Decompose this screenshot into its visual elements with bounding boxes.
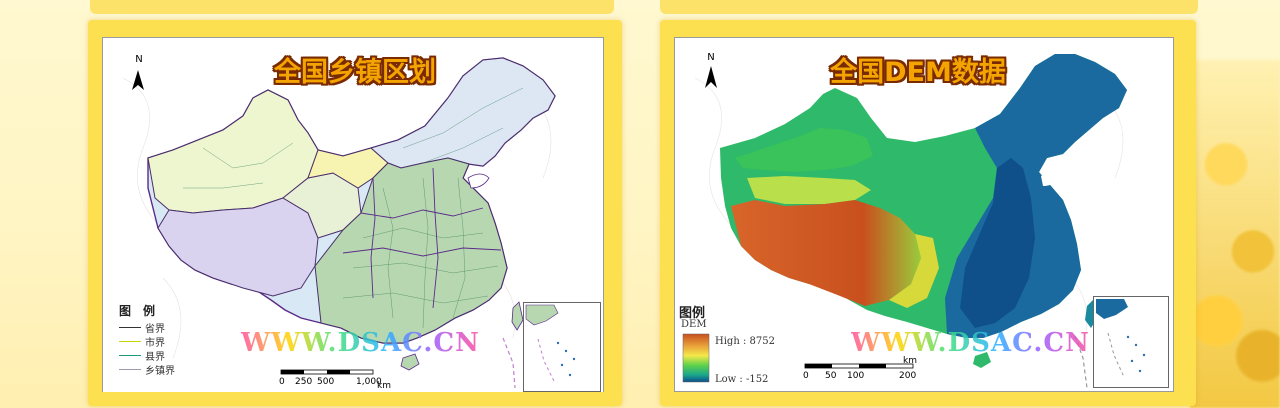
legend-swatch xyxy=(119,355,141,356)
scale-unit: km xyxy=(377,381,391,391)
scale-tick-200: 200 xyxy=(899,371,917,381)
legend-low-label: Low : -152 xyxy=(715,374,769,385)
scale-tick-500: 500 xyxy=(317,377,335,387)
north-label: N xyxy=(135,54,143,65)
south-china-sea-inset xyxy=(1093,296,1169,388)
china-township-map xyxy=(103,38,603,392)
scale-bar-graphic xyxy=(280,369,374,375)
legend-item-county: 县界 xyxy=(119,348,165,363)
legend-swatch xyxy=(119,369,141,370)
map-title-dem: 全国DEM数据 xyxy=(830,57,1006,88)
legend-label: 省界 xyxy=(145,324,165,335)
map-panel-dem: N 图例 DEM High : 8752 Low : -152 0 50 100… xyxy=(660,20,1196,406)
top-strip-right xyxy=(660,0,1198,14)
legend-item-province: 省界 xyxy=(119,320,165,335)
legend-title: 图例 xyxy=(679,306,706,321)
legend-item-township: 乡镇界 xyxy=(119,362,175,377)
legend-swatch xyxy=(119,327,141,328)
south-china-sea-inset xyxy=(523,302,601,392)
scale-bar-graphic xyxy=(804,363,914,369)
scale-unit: km xyxy=(903,356,917,366)
map-frame: N 图例 DEM High : 8752 Low : -152 0 50 100… xyxy=(674,37,1174,392)
legend-item-city: 市界 xyxy=(119,334,165,349)
ginkgo-leaves-decoration xyxy=(1190,60,1280,408)
map-panel-township: N 图 例 省界 市界 县界 乡镇界 0 250 500 1,000 km xyxy=(88,20,622,406)
legend-title: 图 例 xyxy=(119,304,156,318)
legend-high-label: High : 8752 xyxy=(715,336,775,347)
scale-tick-250: 250 xyxy=(295,377,313,387)
china-dem-map xyxy=(682,54,1127,389)
watermark: WWW.DSAC.CN xyxy=(241,328,480,358)
legend-label: 县界 xyxy=(145,352,165,363)
map-title-township: 全国乡镇区划 xyxy=(274,57,436,88)
scale-tick-0: 0 xyxy=(279,377,285,387)
north-label: N xyxy=(707,52,715,63)
top-strip-left xyxy=(90,0,614,14)
legend-swatch xyxy=(119,341,141,342)
scale-tick-100: 100 xyxy=(847,371,865,381)
scale-tick-1000: 1,000 xyxy=(356,377,382,387)
legend-sub: DEM xyxy=(681,319,707,330)
map-frame: N 图 例 省界 市界 县界 乡镇界 0 250 500 1,000 km xyxy=(102,37,604,392)
scale-tick-50: 50 xyxy=(825,371,837,381)
dem-color-ramp xyxy=(682,333,710,383)
scale-tick-0: 0 xyxy=(803,371,809,381)
inset-map xyxy=(1096,299,1146,378)
legend-label: 市界 xyxy=(145,338,165,349)
legend-label: 乡镇界 xyxy=(145,366,175,377)
watermark: WWW.DSAC.CN xyxy=(851,328,1090,358)
inset-map xyxy=(525,304,576,382)
